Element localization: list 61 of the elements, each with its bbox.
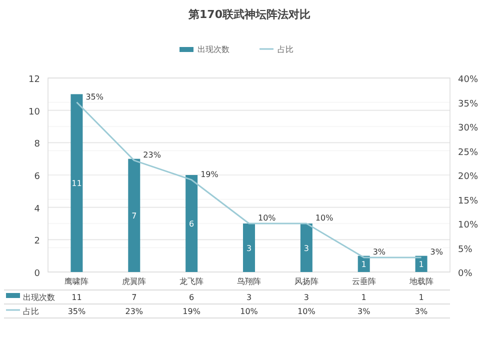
- y-tick-label: 6: [34, 172, 40, 182]
- data-label: 11: [72, 293, 82, 302]
- data-label: 10%: [240, 307, 258, 316]
- y2-tick-label: 10%: [458, 220, 478, 230]
- y2-tick-label: 40%: [458, 75, 478, 85]
- data-label: 7: [132, 293, 137, 302]
- y-tick-label: 2: [34, 236, 40, 247]
- x-tick-label: 鹰啸阵: [64, 277, 89, 286]
- text: 19%: [200, 170, 218, 179]
- y-tick-label: 12: [28, 75, 40, 85]
- y2-tick-label: 15%: [458, 196, 478, 206]
- text: 出现次数: [198, 45, 230, 54]
- text: 3: [246, 244, 252, 253]
- text: 1: [418, 260, 424, 269]
- text: 23%: [143, 150, 161, 160]
- x-tick-label: 风扬阵: [294, 277, 318, 286]
- bar: [300, 224, 312, 272]
- x-tick-label: 云垂阵: [352, 277, 376, 286]
- text: 11: [72, 179, 82, 188]
- data-label: 3%: [358, 307, 371, 316]
- data-label: 10%: [298, 307, 316, 316]
- data-label: 1: [361, 293, 366, 302]
- y-tick-label: 8: [34, 140, 40, 150]
- data-label: 1: [418, 293, 424, 302]
- bar: [70, 94, 83, 272]
- data-label: 6: [189, 293, 194, 302]
- x-tick-label: 地载阵: [408, 277, 434, 286]
- y2-tick-label: 0%: [458, 269, 473, 279]
- chart-title: 第170联武神坛阵法对比: [188, 8, 310, 21]
- x-tick-label: 龙飞阵: [180, 277, 204, 286]
- y2-tick-label: 5%: [458, 244, 473, 255]
- y2-tick-label: 30%: [458, 124, 478, 134]
- data-label: 3: [246, 293, 252, 302]
- x-tick-label: 鸟翔阵: [237, 277, 261, 286]
- text: 占比: [23, 307, 39, 316]
- text: 3: [304, 244, 309, 253]
- text: 3%: [372, 247, 386, 256]
- y-tick-label: 0: [34, 269, 40, 279]
- text: 6: [189, 220, 194, 228]
- y2-tick-label: 25%: [458, 148, 478, 158]
- bar: [243, 224, 255, 272]
- legend-label: 占比: [278, 45, 294, 54]
- y-tick-label: 10: [28, 107, 40, 118]
- data-label: 23%: [125, 307, 144, 316]
- x-tick-label: 虎翼阵: [122, 277, 146, 286]
- y2-tick-label: 20%: [458, 172, 478, 182]
- data-label: 3%: [414, 307, 428, 316]
- bar: [128, 158, 140, 272]
- y-tick-label: 4: [34, 204, 40, 214]
- text: 10%: [315, 214, 334, 222]
- data-label: 19%: [182, 307, 201, 316]
- text: 10%: [258, 214, 276, 222]
- text: 7: [132, 211, 137, 220]
- data-label: 35%: [68, 307, 86, 316]
- legend-label: 出现次数: [23, 293, 55, 302]
- bar: [186, 175, 198, 272]
- text: 1: [361, 260, 366, 269]
- data-label: 3: [304, 293, 309, 302]
- y2-tick-label: 35%: [458, 99, 478, 110]
- text: 35%: [86, 92, 104, 102]
- text: 3%: [430, 247, 443, 256]
